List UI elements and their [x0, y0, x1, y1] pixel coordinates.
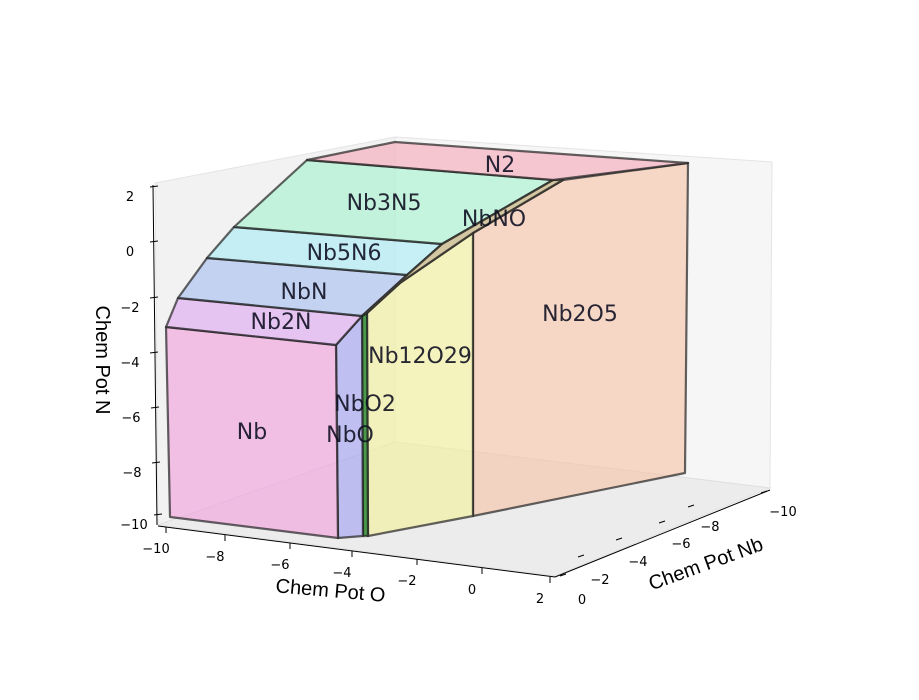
x-tick-label: 2 — [536, 592, 544, 607]
z-tick — [153, 513, 163, 516]
z-tick-label: −8 — [122, 466, 141, 481]
phase-label-nb2o5: Nb2O5 — [542, 302, 618, 327]
phase-label-nb: Nb — [237, 420, 267, 445]
y-tick — [658, 520, 666, 524]
x-tick-label: −10 — [142, 542, 169, 557]
z-tick-label: −2 — [120, 301, 139, 316]
phase-label-n2: N2 — [485, 153, 515, 178]
z-tick — [150, 406, 160, 409]
phase-face-nbno — [360, 178, 565, 318]
phase-label-nb3n5: Nb3N5 — [347, 191, 422, 216]
x-axis-line — [157, 525, 556, 578]
phase-label-nbo: NbO — [326, 423, 374, 448]
z-tick-label: −4 — [120, 356, 139, 371]
y-tick — [615, 537, 623, 541]
y-tick-label: −6 — [671, 537, 690, 552]
phase-label-nb2n: Nb2N — [251, 310, 312, 335]
phase-face-n2 — [305, 140, 690, 182]
y-axis-line — [554, 489, 771, 578]
phase-label-nb5n6: Nb5N6 — [307, 241, 382, 266]
y-tick-label: −2 — [590, 573, 609, 588]
y-tick-label: 0 — [578, 593, 586, 608]
x-tick-label: −6 — [270, 558, 289, 573]
x-tick-label: −4 — [332, 566, 351, 581]
z-tick — [149, 351, 159, 354]
phase-label-nbn: NbN — [281, 280, 328, 305]
y-tick-label: −8 — [700, 520, 719, 535]
z-tick — [149, 296, 159, 299]
x-tick-label: −2 — [397, 574, 416, 589]
z-tick-label: −6 — [121, 411, 140, 426]
phase-labels: Nb NbO NbO2 Nb12O29 Nb2O5 Nb2N NbN Nb5N6 Nb3N5 Nb… — [237, 153, 618, 448]
axes: 2 0 −2 −4 −6 −8 −10 −10 −8 −6 −4 −2 0 2 0 −2 −4 −6 −8 −10 — [120, 184, 797, 608]
y-tick-label: −4 — [628, 555, 647, 570]
phase-label-nbo2: NbO2 — [334, 392, 396, 417]
z-tick-label: −10 — [120, 518, 147, 533]
z-tick — [149, 185, 159, 188]
z-tick-label: 2 — [126, 190, 134, 205]
phase-label-nbno: NbNO — [462, 207, 526, 232]
y-tick-label: −10 — [769, 505, 796, 520]
x-tick-label: 0 — [468, 583, 476, 598]
y-tick — [559, 573, 567, 577]
phase-label-nb12o29: Nb12O29 — [368, 344, 472, 369]
x-axis-label: Chem Pot O — [275, 575, 387, 607]
y-tick — [760, 490, 768, 494]
z-tick — [151, 461, 161, 464]
y-axis-label: Chem Pot Nb — [646, 533, 766, 595]
x-tick-label: −8 — [205, 550, 224, 565]
z-tick — [149, 240, 159, 243]
y-tick — [687, 504, 695, 508]
y-tick — [577, 554, 585, 558]
z-axis-label: Chem Pot N — [91, 306, 113, 415]
phase-faces — [164, 140, 690, 540]
z-tick-label: 0 — [126, 245, 134, 260]
